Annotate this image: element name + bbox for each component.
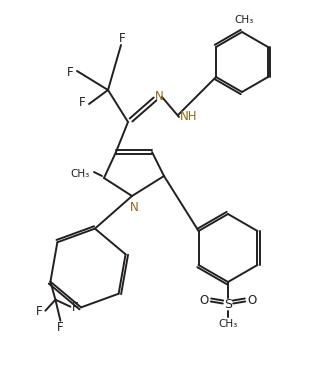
Text: F: F [119,33,125,46]
Text: CH₃: CH₃ [218,319,238,329]
Text: O: O [247,294,257,306]
Text: N: N [155,91,164,103]
Text: N: N [130,201,138,214]
Text: F: F [36,305,43,318]
Text: NH: NH [180,110,197,124]
Text: F: F [72,301,79,314]
Text: O: O [199,294,209,306]
Text: F: F [67,65,73,79]
Text: CH₃: CH₃ [234,15,254,25]
Text: F: F [57,321,64,334]
Text: F: F [79,97,85,109]
Text: S: S [224,298,232,310]
Text: CH₃: CH₃ [71,169,90,179]
